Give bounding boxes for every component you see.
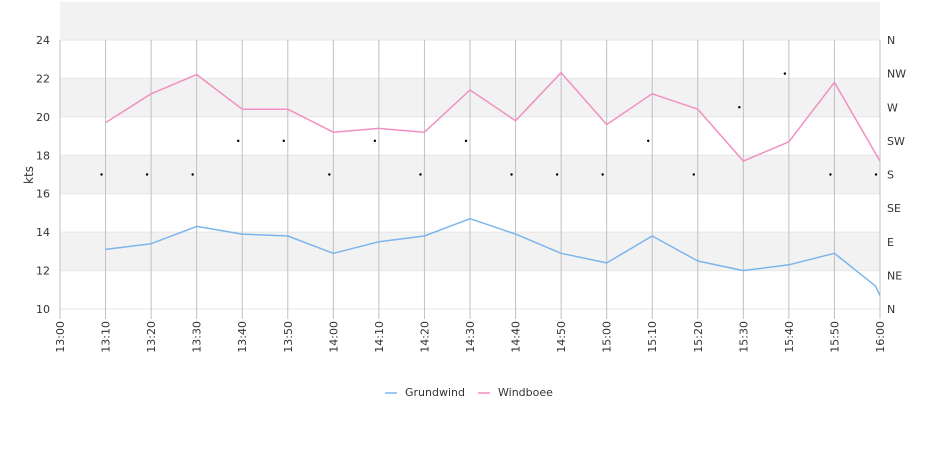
x-tick-label: 14:50 [555, 321, 568, 353]
x-tick-label: 14:00 [327, 321, 340, 353]
x-tick-label: 15:40 [783, 321, 796, 353]
series-lines [105, 71, 881, 296]
direction-point [738, 106, 741, 109]
direction-point [874, 173, 878, 176]
y-axis: 10 12 14 16 18 20 22 24 [36, 34, 50, 316]
direction-point [647, 139, 650, 143]
x-axis: 13:00 13:10 13:20 13:30 13:40 13:50 14:00 14:10… [54, 321, 887, 353]
direction-tick-label: S [887, 169, 894, 182]
direction-point [419, 173, 422, 176]
direction-point [328, 173, 331, 176]
direction-points [100, 72, 878, 176]
y-tick-label: 18 [36, 149, 50, 162]
direction-tick-label: NW [887, 68, 906, 81]
y-tick-label: 22 [36, 72, 50, 85]
x-tick-label: 14:10 [373, 321, 386, 353]
x-tick-label: 13:10 [100, 321, 113, 353]
x-tick-label: 13:30 [191, 321, 204, 353]
direction-point [692, 173, 695, 176]
direction-point [237, 139, 240, 143]
direction-point [282, 139, 285, 143]
direction-tick-label: NE [887, 269, 902, 282]
y-tick-label: 24 [36, 34, 50, 47]
direction-point [191, 173, 194, 176]
grid-band [60, 1, 880, 40]
direction-point [464, 139, 468, 143]
x-tick-label: 15:50 [828, 321, 841, 353]
x-tick-label: 14:20 [418, 321, 431, 353]
direction-tick-label: N [887, 34, 895, 47]
direction-tick-label: W [887, 101, 898, 114]
direction-point [100, 173, 103, 176]
legend-label-windboee[interactable]: Windboee [498, 386, 553, 399]
y-tick-label: 20 [36, 111, 50, 124]
direction-tick-label: SE [887, 202, 901, 215]
x-tick-label: 15:10 [646, 321, 659, 353]
y-tick-label: 12 [36, 265, 50, 278]
legend: Grundwind Windboee [385, 386, 553, 399]
y-axis-title: kts [22, 166, 36, 184]
direction-point [829, 173, 832, 176]
direction-point [510, 173, 513, 176]
x-tick-label: 14:30 [464, 321, 477, 353]
series-line-windboee [105, 71, 881, 162]
direction-tick-label: N [887, 303, 895, 316]
x-tick-label: 15:30 [737, 321, 750, 353]
x-tick-label: 13:00 [54, 321, 67, 353]
direction-tick-label: E [887, 236, 894, 249]
direction-point [555, 173, 559, 176]
series-line-grundwind [105, 217, 881, 296]
x-tick-label: 15:20 [692, 321, 705, 353]
direction-tick-label: SW [887, 135, 905, 148]
direction-point [373, 139, 377, 143]
x-tick-label: 15:00 [601, 321, 614, 353]
x-tick-label: 13:50 [282, 321, 295, 353]
direction-point [601, 173, 604, 176]
y-tick-label: 10 [36, 303, 50, 316]
direction-axis: N NE E SE S SW W NW N [887, 34, 906, 316]
legend-label-grundwind[interactable]: Grundwind [405, 386, 465, 399]
x-tick-label: 16:00 [874, 321, 887, 353]
x-tick-label: 14:40 [510, 321, 523, 353]
y-tick-label: 16 [36, 188, 50, 201]
x-tick-label: 13:20 [145, 321, 158, 353]
y-tick-label: 14 [36, 226, 50, 239]
x-tick-label: 13:40 [236, 321, 249, 353]
direction-point [145, 173, 149, 176]
direction-point [783, 72, 787, 75]
